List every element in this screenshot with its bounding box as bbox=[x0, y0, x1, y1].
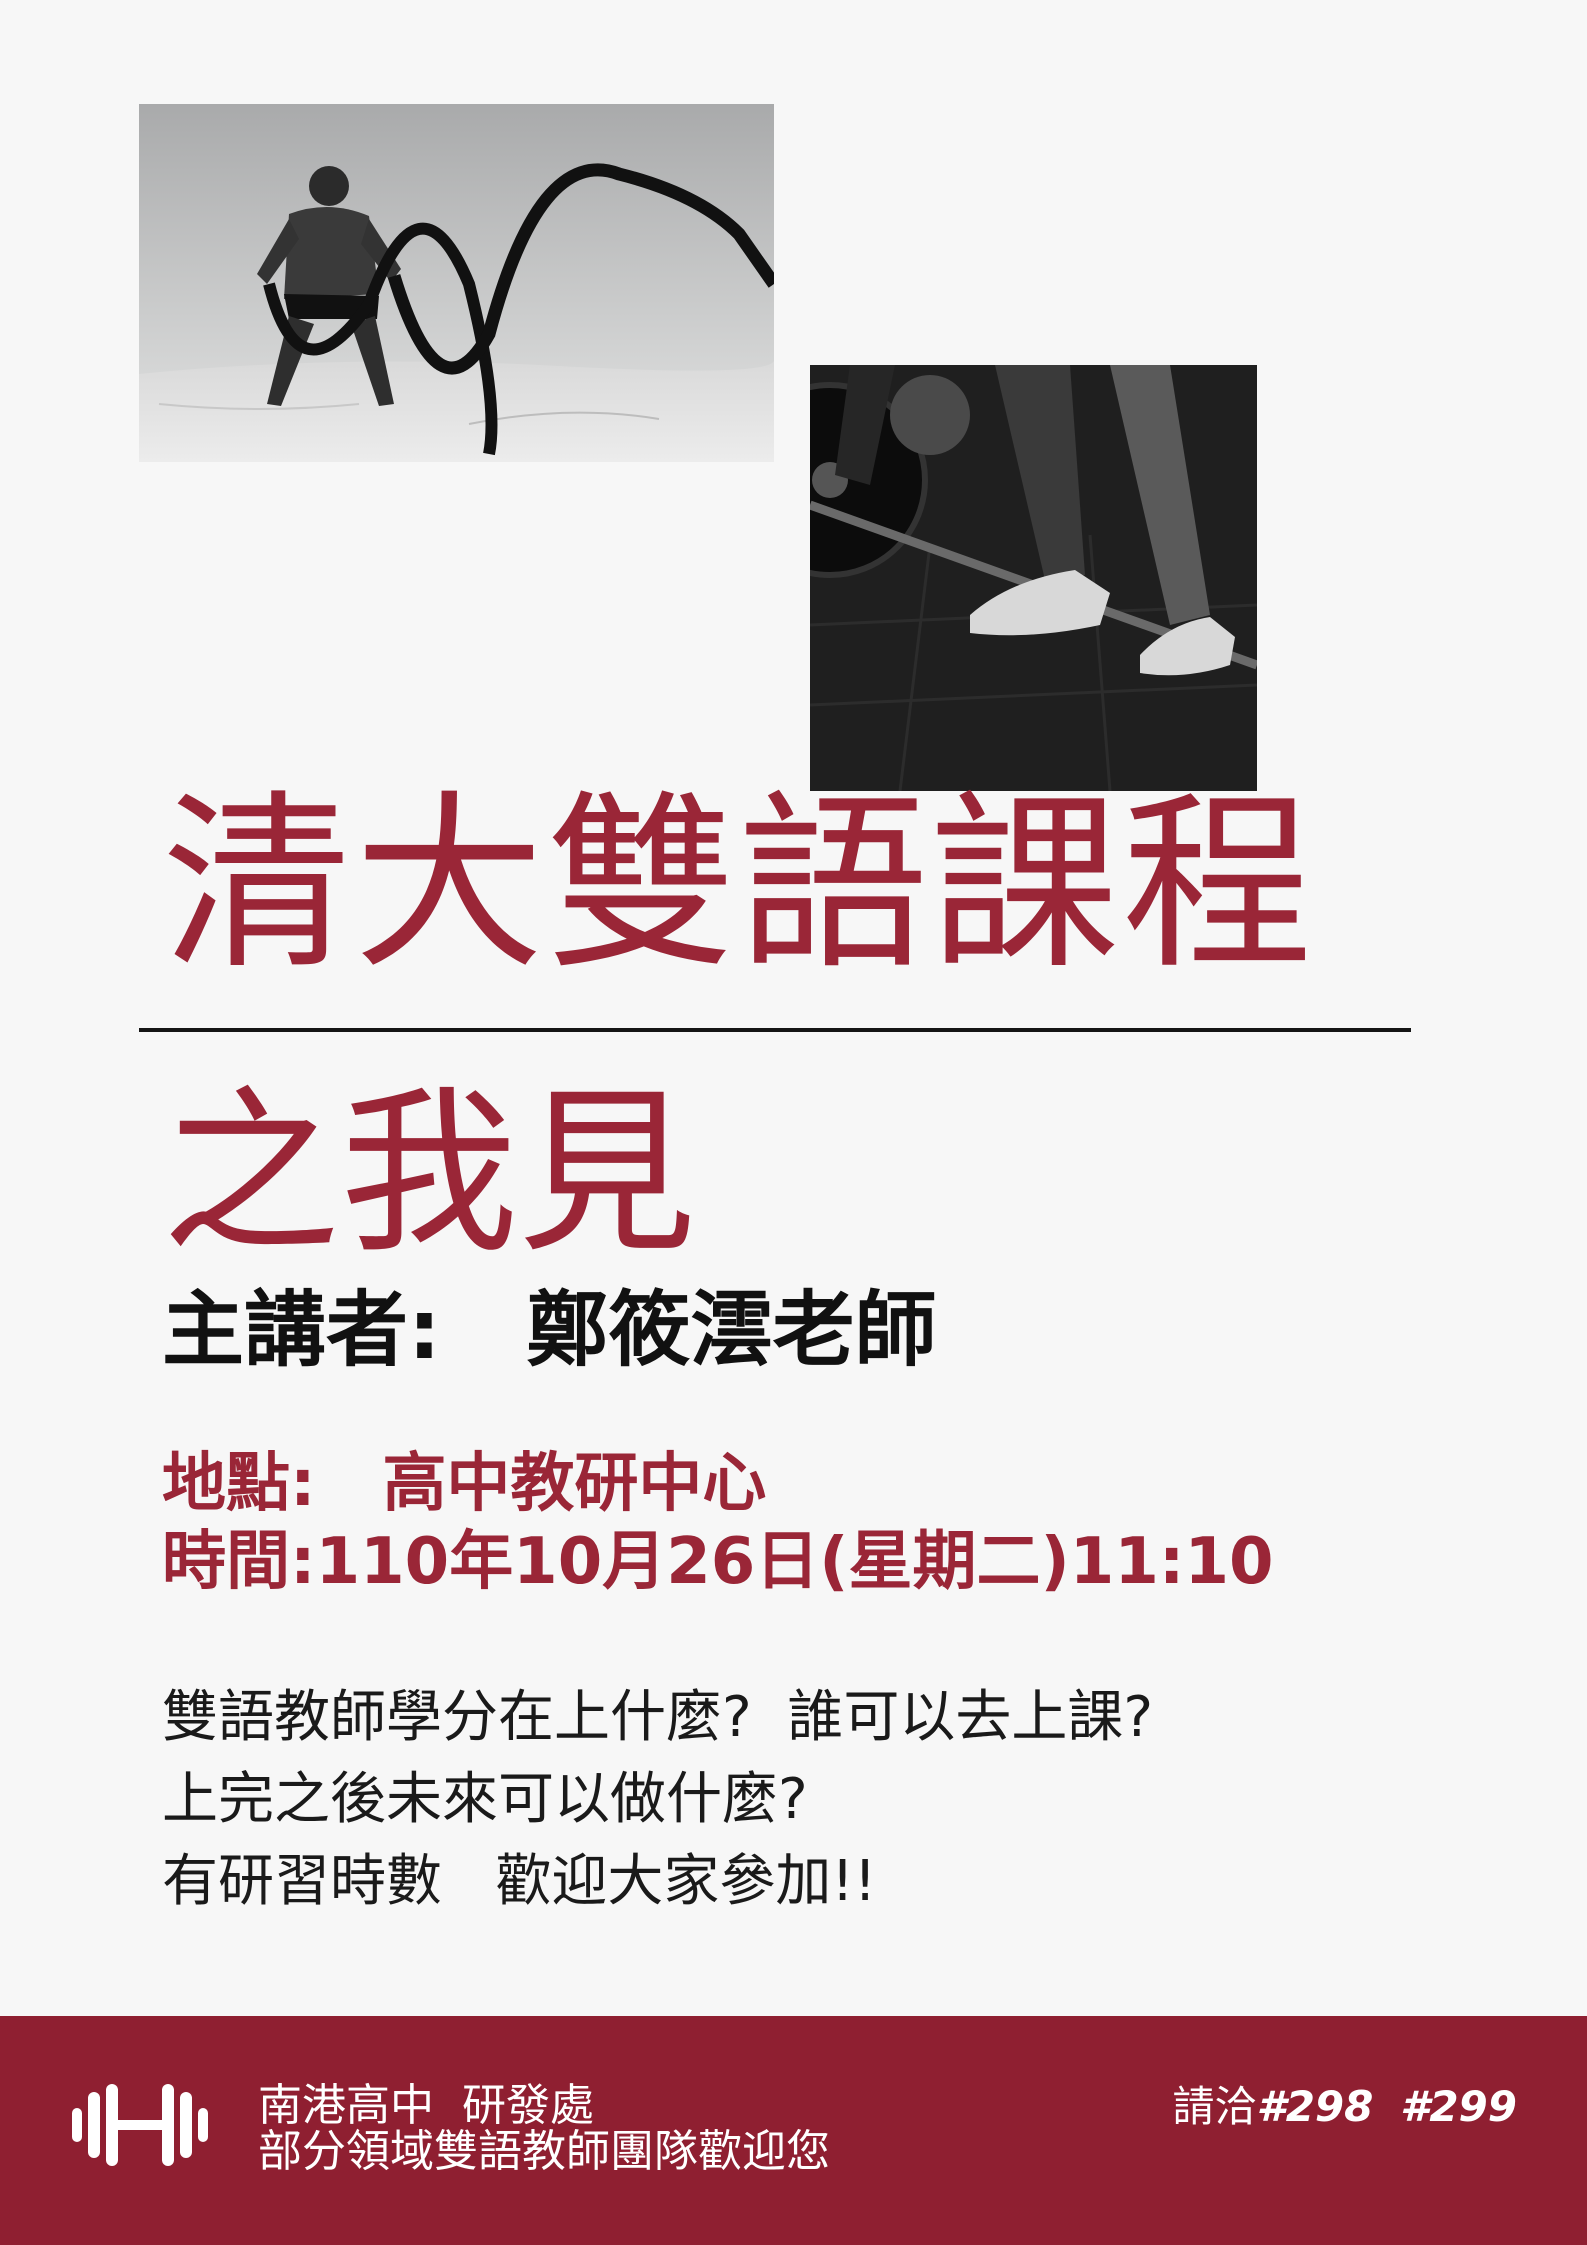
contact-ext-2: #299 bbox=[1400, 2082, 1517, 2131]
description-line: 雙語教師學分在上什麼? 誰可以去上課? bbox=[162, 1685, 1154, 1750]
location-label: 地點: bbox=[162, 1447, 316, 1521]
time-value: 110年10月26日(星期二)11:10 bbox=[315, 1525, 1274, 1599]
description-line: 有研習時數 歡迎大家參加!! bbox=[162, 1849, 877, 1914]
location-value: 高中教研中心 bbox=[382, 1447, 767, 1521]
barbell-lift-photo bbox=[810, 365, 1257, 791]
dumbbell-icon bbox=[70, 2080, 210, 2170]
title-main: 清大雙語課程 bbox=[162, 774, 1315, 995]
description-line: 上完之後未來可以做什麼? bbox=[162, 1767, 808, 1832]
footer-banner: 南港高中 研發處 部分領域雙語教師團隊歡迎您 請洽#298 #299 bbox=[0, 2016, 1587, 2245]
battle-ropes-photo bbox=[139, 104, 774, 462]
title-sub: 之我見 bbox=[162, 1070, 696, 1277]
contact-ext-1: #298 bbox=[1256, 2082, 1374, 2131]
footer-welcome: 部分領域雙語教師團隊歡迎您 bbox=[258, 2126, 830, 2177]
contact-label: 請洽 bbox=[1172, 2082, 1257, 2131]
footer-org: 南港高中 研發處 bbox=[258, 2080, 594, 2131]
speaker-line: 主講者: 鄭筱澐老師 bbox=[162, 1290, 936, 1372]
title-divider bbox=[139, 1028, 1411, 1032]
time-line: 時間:110年10月26日(星期二)11:10 bbox=[162, 1530, 1274, 1594]
location-line: 地點: 高中教研中心 bbox=[162, 1452, 766, 1516]
footer-contact: 請洽#298 #299 bbox=[1172, 2086, 1517, 2128]
speaker-label: 主講者: bbox=[162, 1283, 441, 1378]
time-label: 時間: bbox=[162, 1525, 316, 1599]
speaker-name: 鄭筱澐老師 bbox=[526, 1283, 937, 1378]
